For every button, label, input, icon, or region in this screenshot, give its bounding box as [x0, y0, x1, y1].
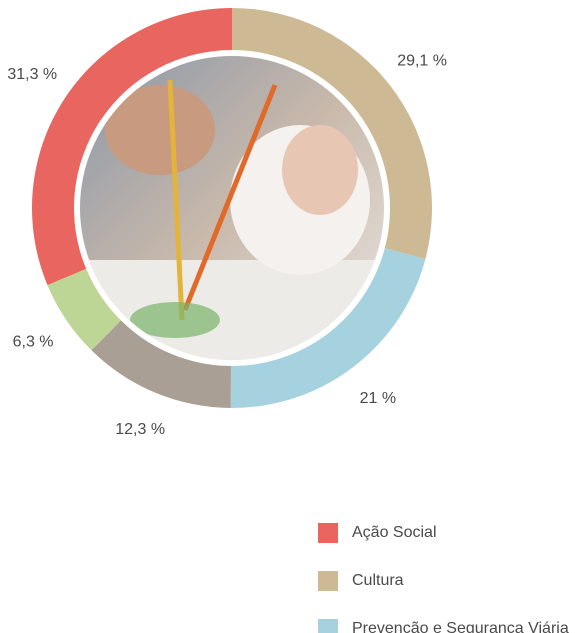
chart: 31,3 % 29,1 % 21 % 12,3 % 6,3 % Ação Social Cu… — [0, 0, 580, 633]
value-label: 6,3 % — [13, 333, 54, 350]
legend-swatch — [318, 619, 338, 633]
value-label: 29,1 % — [397, 53, 447, 70]
legend-label: Ação Social — [352, 524, 437, 541]
legend-label: Cultura — [352, 572, 404, 589]
value-label: 31,3 % — [7, 66, 57, 83]
legend-swatch — [318, 571, 338, 591]
center-photo — [80, 56, 384, 360]
value-label: 21 % — [360, 390, 396, 407]
legend-label: Prevenção e Segurança Viária — [352, 620, 569, 633]
legend-swatch — [318, 523, 338, 543]
value-label: 12,3 % — [115, 421, 165, 438]
